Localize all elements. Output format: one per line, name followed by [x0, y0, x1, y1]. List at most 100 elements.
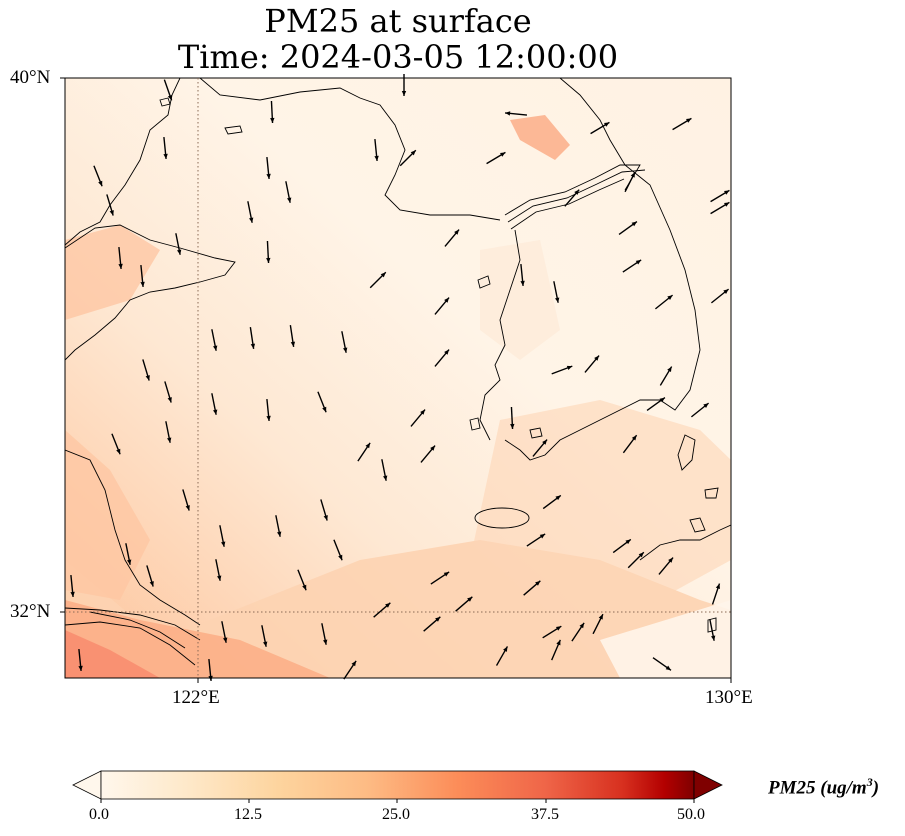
wind-arrow-head	[715, 583, 720, 590]
lat-label-40n: 40°N	[10, 67, 51, 88]
wind-arrow-head	[70, 591, 75, 597]
wind-arrow-head	[270, 117, 275, 123]
wind-arrow-head	[127, 559, 132, 565]
lon-label-122e: 122°E	[172, 687, 220, 708]
wind-arrow-head	[401, 91, 407, 96]
wind-arrow-head	[630, 172, 635, 178]
wind-arrow-head	[343, 347, 348, 353]
wind-arrow-head	[302, 584, 307, 591]
wind-arrow-head	[724, 202, 730, 207]
wind-arrow-head	[167, 94, 173, 101]
wind-arrow-head	[323, 515, 328, 521]
wind-arrow-head	[374, 155, 379, 161]
wind-arrow-head	[686, 118, 692, 123]
wind-arrow-head	[290, 341, 296, 347]
wind-arrow-head	[510, 423, 515, 429]
wind-arrow-head	[625, 539, 631, 545]
wind-arrow-head	[555, 626, 562, 631]
wind-arrow-head	[250, 343, 256, 349]
colorbar-tick-1: 12.5	[234, 806, 262, 823]
wind-arrow-head	[500, 152, 506, 157]
wind-arrow-head	[266, 173, 271, 179]
wind-arrow-head	[263, 641, 268, 647]
wind-arrow-head	[555, 495, 561, 501]
wind-arrow-head	[505, 111, 511, 116]
wind-arrow-head	[539, 533, 546, 539]
colorbar-tick-2: 25.0	[382, 806, 410, 823]
wind-arrow-head	[338, 554, 343, 561]
wind-arrow-head	[383, 475, 388, 481]
wind-arrow-head	[149, 581, 154, 587]
wind-arrow-head	[365, 442, 371, 449]
wind-arrow-head	[98, 180, 103, 187]
colorbar-tick-3: 37.5	[531, 806, 559, 823]
wind-arrow-head	[668, 557, 674, 563]
wind-arrow-head	[574, 189, 580, 195]
wind-arrow-head	[435, 616, 441, 622]
wind-arrow-head	[594, 355, 600, 361]
wind-arrow-head	[444, 297, 450, 303]
wind-arrow-head	[287, 197, 292, 203]
wind-arrow-head	[723, 289, 729, 294]
wind-arrow-head	[724, 190, 730, 195]
wind-arrow-head	[208, 675, 213, 681]
wind-arrow-head	[118, 263, 123, 269]
wind-arrow-head	[555, 297, 560, 303]
wind-arrow-head	[109, 210, 114, 216]
wind-arrow-head	[266, 257, 271, 263]
lat-label-32n: 32°N	[10, 601, 51, 622]
wind-arrow-head	[385, 602, 391, 608]
wind-arrow-head	[444, 349, 450, 355]
wind-arrow-head	[631, 435, 637, 441]
wind-arrow-head	[266, 415, 271, 421]
wind-arrow-head	[667, 366, 672, 372]
wind-arrow-head	[520, 280, 525, 286]
wind-arrow-head	[638, 552, 644, 558]
wind-arrow-head	[351, 660, 357, 667]
map-frame	[64, 77, 732, 679]
wind-arrow-head	[116, 448, 121, 455]
colorbar-tick-0: 0.0	[89, 806, 109, 823]
wind-arrow-head	[556, 639, 561, 646]
colorbar-extend-min	[72, 770, 102, 800]
wind-arrow-head	[665, 665, 672, 671]
wind-vectors	[70, 74, 730, 682]
wind-arrow-head	[249, 217, 254, 223]
wind-arrow-head	[410, 150, 416, 156]
wind-arrow-head	[380, 272, 386, 278]
wind-arrow-head	[443, 571, 450, 577]
wind-arrow-head	[221, 541, 226, 547]
wind-arrow-head	[598, 614, 603, 620]
wind-arrow-head	[217, 575, 222, 581]
wind-arrow-head	[503, 646, 508, 652]
wind-arrow-head	[430, 445, 436, 451]
wind-arrow-head	[140, 281, 145, 287]
wind-arrow-head	[631, 221, 637, 227]
colorbar-extend-max	[693, 770, 723, 800]
wind-arrow-head	[420, 409, 426, 415]
colorbar-tick-4: 50.0	[677, 806, 705, 823]
wind-arrow-head	[185, 505, 190, 511]
wind-arrow-head	[322, 406, 327, 413]
wind-arrow-head	[635, 259, 642, 265]
wind-arrow-head	[467, 596, 473, 602]
wind-arrow-head	[213, 345, 218, 351]
wind-arrow-head	[78, 665, 83, 671]
wind-arrow-head	[177, 249, 182, 255]
gridlines	[65, 78, 731, 678]
wind-arrow-head	[542, 439, 548, 445]
chart-title-line-2: Time: 2024-03-05 12:00:00	[177, 38, 619, 76]
tick-marks	[60, 77, 732, 683]
pm25-field	[65, 78, 731, 678]
wind-arrow-head	[213, 409, 218, 415]
wind-arrow-head	[223, 637, 228, 643]
wind-arrow-head	[167, 397, 172, 403]
wind-arrow-head	[659, 397, 665, 403]
wind-arrow-head	[566, 365, 573, 370]
wind-arrow-head	[579, 622, 585, 629]
coastline	[65, 78, 731, 666]
wind-arrow-head	[711, 635, 716, 641]
colorbar-gradient	[100, 770, 695, 800]
colorbar-label: PM25 (ug/m3)	[768, 775, 880, 799]
wind-arrow-head	[167, 437, 172, 443]
